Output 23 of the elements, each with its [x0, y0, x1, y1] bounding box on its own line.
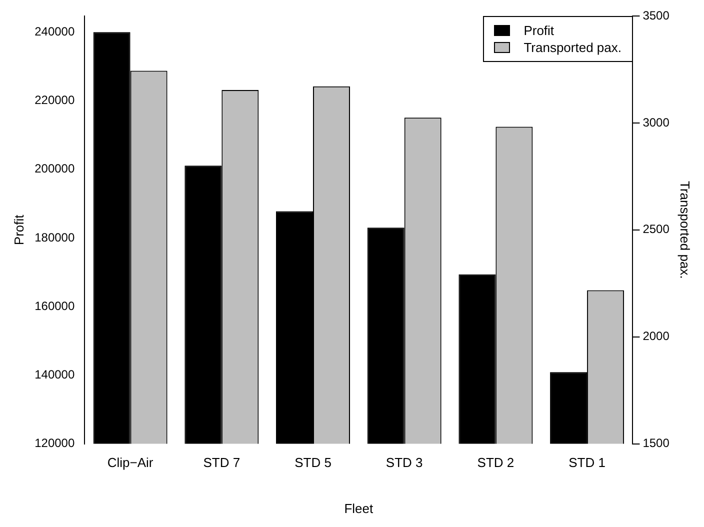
y-tick-label: 120000	[34, 436, 75, 450]
y-tick-label: 200000	[34, 162, 75, 176]
x-tick-label: Clip−Air	[107, 455, 154, 470]
y-tick-label: 160000	[34, 298, 75, 313]
x-tick-label: STD 7	[203, 455, 240, 470]
legend-label: Transported pax.	[524, 39, 622, 56]
x-tick-label: STD 1	[568, 455, 606, 470]
y-tick-label: 140000	[34, 368, 75, 382]
legend-label: Profit	[524, 22, 554, 39]
y2-tick-label: 2000	[642, 329, 670, 344]
y-tick-label: 220000	[34, 93, 75, 108]
y2-axis-title: Transported pax.	[678, 181, 693, 279]
x-tick-label: STD 3	[386, 455, 423, 470]
y2-tick-label: 2500	[642, 222, 670, 236]
y-tick-label: 180000	[34, 230, 75, 244]
y2-tick-label: 3500	[642, 8, 670, 22]
y2-tick-label: 1500	[642, 436, 670, 450]
y-axis-title: Profit	[11, 214, 26, 246]
x-tick-label: STD 5	[294, 455, 332, 470]
y2-tick-label: 3000	[642, 115, 670, 130]
x-tick-label: STD 2	[477, 455, 514, 470]
x-axis-title: Fleet	[344, 500, 374, 516]
y-tick-label: 240000	[34, 24, 75, 38]
